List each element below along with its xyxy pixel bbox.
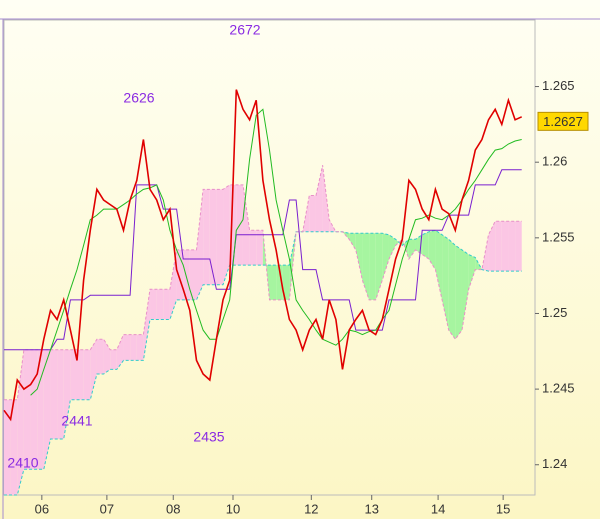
cloud-segment	[355, 233, 363, 281]
cloud-segment	[488, 221, 496, 272]
cloud-segment	[189, 249, 197, 300]
cloud-segment	[196, 189, 204, 300]
x-tick-label: 15	[496, 501, 510, 516]
y-tick-label: 1.24	[542, 456, 567, 471]
cloud-segment	[428, 230, 436, 270]
annotation: 2672	[229, 22, 260, 38]
cloud-segment	[276, 265, 283, 300]
y-tick-label: 1.245	[542, 381, 575, 396]
y-tick-label: 1.25	[542, 305, 567, 320]
cloud-segment	[501, 221, 509, 272]
cloud-segment	[77, 349, 84, 400]
cloud-segment	[349, 233, 356, 250]
x-tick-label: 14	[431, 501, 445, 516]
y-tick-label: 1.265	[542, 78, 575, 93]
x-tick-label: 08	[166, 501, 180, 516]
cloud-segment	[495, 221, 502, 272]
cloud-segment	[342, 231, 350, 240]
cloud-segment	[515, 221, 522, 272]
cloud-segment	[223, 184, 230, 285]
annotation: 2435	[193, 429, 224, 445]
cloud-edge	[4, 229, 522, 496]
cloud-segment	[315, 165, 323, 232]
cloud-segment	[4, 399, 11, 495]
cloud-segment	[130, 334, 137, 361]
x-tick-label: 12	[304, 501, 318, 516]
cloud-segment	[388, 234, 396, 260]
y-tick-label: 1.255	[542, 229, 575, 244]
cloud-segment	[256, 230, 263, 266]
cloud-segment	[90, 339, 97, 400]
cloud-segment	[362, 233, 370, 300]
cloud-segment	[169, 249, 177, 320]
cloud-segment	[408, 239, 416, 260]
x-tick-label: 10	[226, 501, 240, 516]
cloud-segment	[163, 289, 170, 320]
cloud-segment	[10, 399, 18, 495]
cloud-segment	[435, 230, 443, 300]
x-tick-label: 13	[364, 501, 378, 516]
series-line	[4, 169, 522, 351]
cloud-segment	[150, 289, 157, 320]
cloud-segment	[448, 239, 456, 340]
cloud-segment	[203, 189, 210, 285]
cloud-segment	[209, 189, 217, 285]
cloud-segment	[508, 221, 516, 272]
x-tick-label: 06	[35, 501, 49, 516]
cloud-segment	[382, 233, 389, 281]
cloud-segment	[63, 349, 71, 440]
cloud-segment	[43, 349, 51, 470]
cloud-segment	[50, 349, 58, 440]
cloud-segment	[143, 289, 151, 361]
cloud-segment	[369, 233, 376, 300]
cloud-segment	[123, 334, 131, 361]
annotation: 2626	[123, 90, 154, 106]
x-tick-label: 07	[100, 501, 114, 516]
cloud-segment	[83, 349, 91, 400]
cloud-segment	[422, 231, 429, 260]
cloud-segment	[249, 230, 257, 266]
cloud-segment	[96, 339, 104, 374]
cloud-segment	[57, 349, 64, 440]
cloud-segment	[461, 249, 469, 331]
cloud-segment	[156, 289, 164, 320]
cloud-edge	[4, 165, 522, 401]
last-price-box	[537, 111, 589, 131]
series-line	[3, 89, 523, 422]
cloud-segment	[183, 249, 190, 300]
plot-frame	[3, 19, 536, 496]
cloud-segment	[302, 195, 310, 232]
cloud-segment	[282, 265, 290, 300]
cloud-segment	[269, 265, 277, 300]
cloud-segment	[216, 189, 224, 285]
cloud-segment	[455, 245, 462, 340]
cloud-segment	[309, 195, 316, 232]
series-line	[30, 108, 522, 396]
cloud-segment	[70, 349, 78, 400]
last-price-label: 1.2627	[543, 114, 583, 129]
annotation: 2441	[61, 413, 92, 429]
cloud-segment	[30, 349, 38, 470]
cloud-segment	[103, 339, 111, 374]
cloud-segment	[23, 349, 31, 470]
cloud-segment	[136, 334, 144, 361]
cloud-segment	[37, 349, 44, 470]
y-tick-label: 1.26	[542, 154, 567, 169]
cloud-segment	[116, 334, 124, 370]
cloud-segment	[110, 349, 117, 370]
cloud-segment	[468, 254, 476, 290]
annotation: 2410	[7, 455, 38, 471]
cloud-segment	[375, 233, 383, 300]
cloud-segment	[289, 231, 297, 300]
